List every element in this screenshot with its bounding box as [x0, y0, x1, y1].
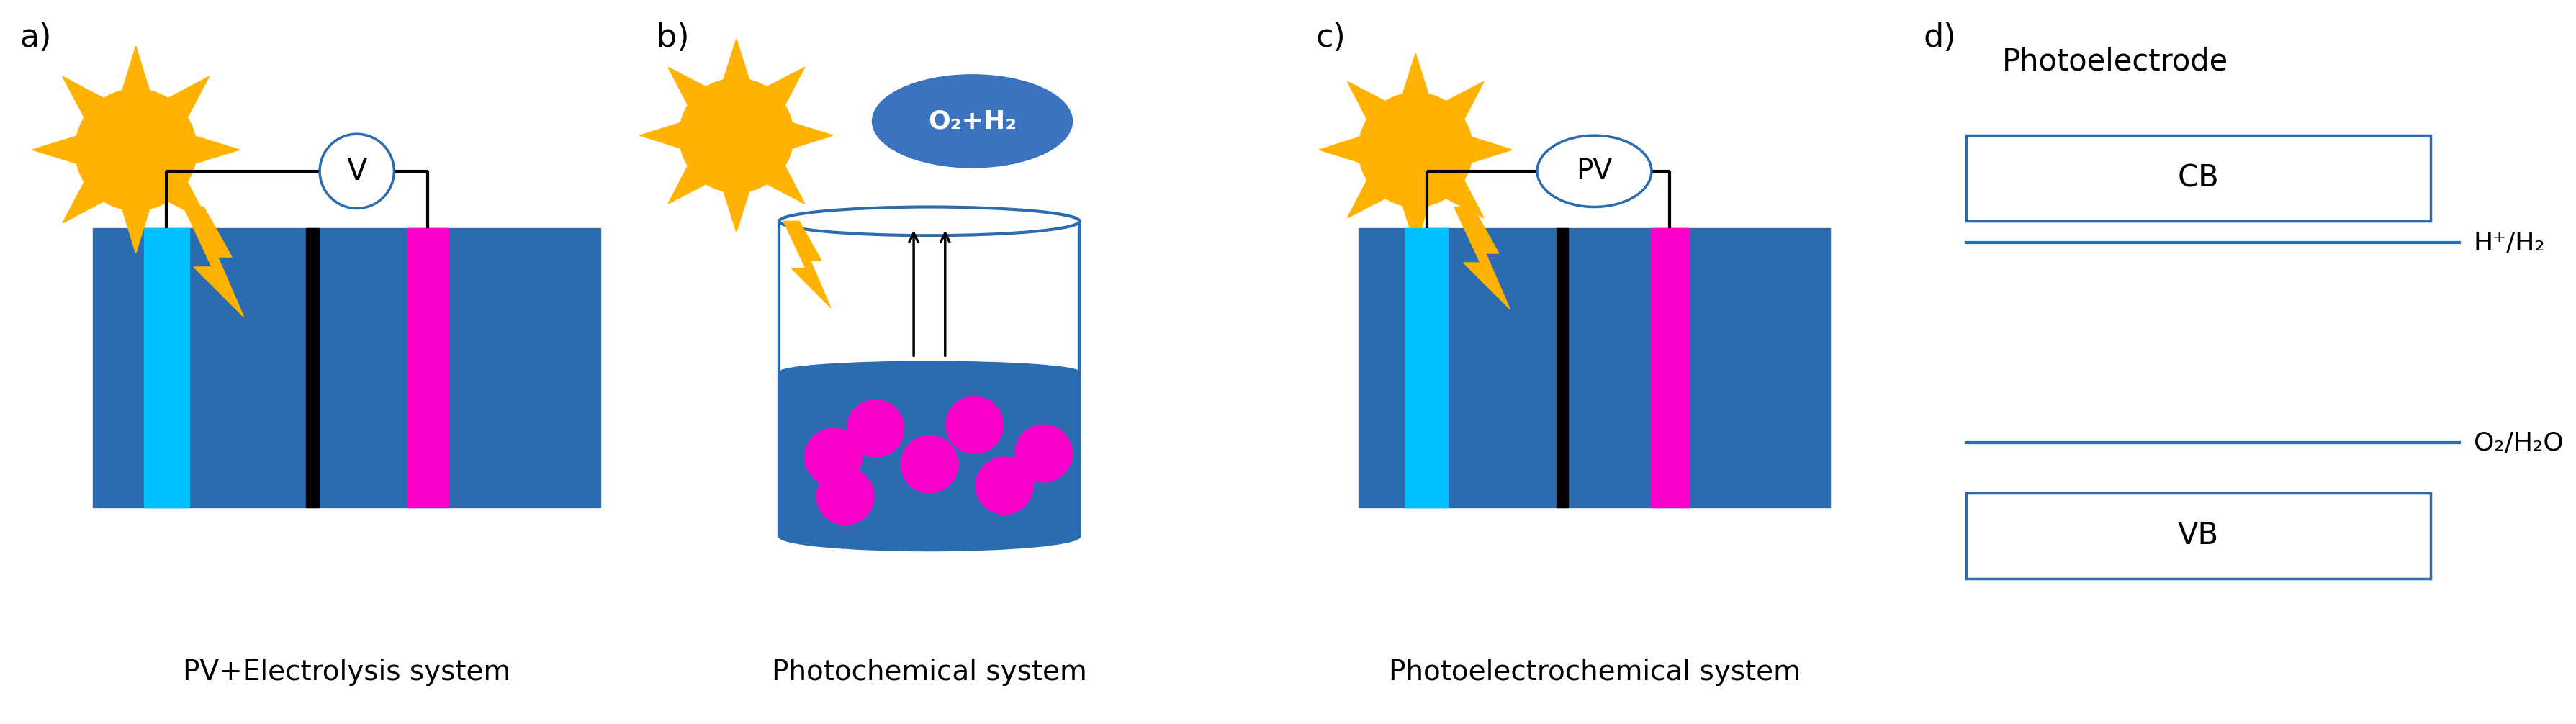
Circle shape [804, 429, 863, 486]
Polygon shape [791, 122, 832, 148]
Polygon shape [196, 136, 240, 164]
Polygon shape [62, 77, 103, 117]
Circle shape [817, 468, 873, 525]
Polygon shape [62, 182, 103, 223]
Polygon shape [1347, 180, 1386, 218]
Bar [144, 228, 191, 507]
Polygon shape [1347, 82, 1386, 119]
Text: CB: CB [2177, 163, 2218, 193]
Polygon shape [667, 166, 706, 203]
Circle shape [680, 78, 793, 193]
Text: Photoelectrode: Photoelectrode [2002, 46, 2228, 76]
Polygon shape [724, 39, 750, 80]
Text: PV: PV [1577, 158, 1613, 185]
Text: V: V [348, 156, 368, 186]
Bar [407, 228, 448, 507]
Bar [93, 228, 600, 507]
Text: O₂/H₂O: O₂/H₂O [2473, 431, 2563, 455]
Bar [1651, 228, 1690, 507]
Circle shape [945, 396, 1002, 453]
Text: VB: VB [2177, 521, 2218, 551]
Circle shape [976, 457, 1033, 514]
Bar [1556, 228, 1569, 507]
Bar [1965, 493, 2432, 578]
Text: PV+Electrolysis system: PV+Electrolysis system [183, 658, 510, 686]
Bar [781, 372, 1079, 536]
Circle shape [1358, 93, 1473, 207]
Bar [1358, 228, 1829, 507]
Polygon shape [639, 122, 680, 148]
Text: d): d) [1924, 22, 1955, 54]
Polygon shape [783, 222, 829, 308]
Bar [307, 228, 319, 507]
Circle shape [848, 400, 904, 457]
Ellipse shape [781, 361, 1079, 383]
Polygon shape [768, 67, 804, 105]
Text: b): b) [657, 22, 688, 54]
Text: Photochemical system: Photochemical system [773, 658, 1087, 686]
Polygon shape [1445, 82, 1484, 119]
Bar [781, 222, 1079, 536]
Polygon shape [1471, 137, 1512, 163]
Polygon shape [1455, 207, 1510, 309]
Polygon shape [667, 67, 706, 105]
Circle shape [75, 89, 196, 211]
Bar [1965, 135, 2432, 222]
Text: a): a) [21, 22, 52, 54]
Polygon shape [121, 209, 149, 253]
Polygon shape [167, 182, 209, 223]
Ellipse shape [781, 207, 1079, 235]
Circle shape [902, 436, 958, 493]
Polygon shape [167, 77, 209, 117]
Polygon shape [1445, 180, 1484, 218]
Text: O₂+H₂: O₂+H₂ [927, 109, 1018, 133]
Text: Photoelectrochemical system: Photoelectrochemical system [1388, 658, 1801, 686]
Ellipse shape [1538, 135, 1651, 207]
Text: c): c) [1316, 22, 1345, 54]
Polygon shape [724, 191, 750, 232]
Bar [1406, 228, 1448, 507]
Polygon shape [768, 166, 804, 203]
Polygon shape [183, 207, 245, 317]
Polygon shape [1404, 206, 1430, 246]
Text: H⁺/H₂: H⁺/H₂ [2473, 230, 2545, 255]
Polygon shape [1404, 54, 1430, 94]
Ellipse shape [781, 521, 1079, 550]
Polygon shape [121, 46, 149, 90]
Ellipse shape [873, 75, 1072, 168]
Polygon shape [31, 136, 77, 164]
Circle shape [1015, 425, 1072, 482]
Polygon shape [1319, 137, 1360, 163]
Ellipse shape [781, 521, 1079, 550]
Circle shape [319, 134, 394, 209]
